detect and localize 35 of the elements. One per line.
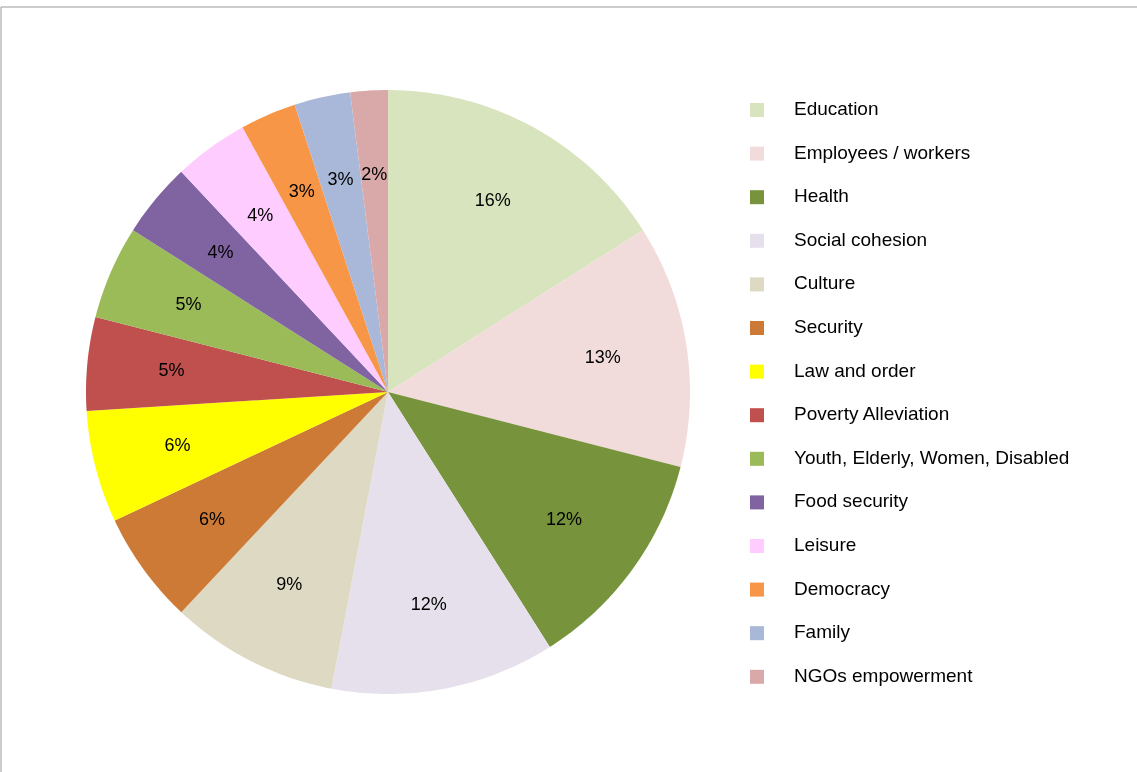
legend-label: Democracy [794,577,891,599]
data-label: 6% [164,434,191,455]
data-label: 4% [207,242,234,263]
legend-label: Leisure [794,534,857,556]
legend-label: NGOs empowerment [794,664,974,686]
pie-slice [114,392,388,613]
pie-slice [86,316,388,411]
data-label: 4% [247,204,274,225]
legend-label: Education [794,98,879,120]
legend-label: Law and order [794,359,917,381]
legend-label: Food security [794,490,909,512]
data-label: 13% [584,346,621,367]
legend-label: Employees / workers [794,141,971,163]
data-label: 12% [410,594,447,615]
data-label: 2% [361,163,388,184]
pie-slice [242,104,388,392]
data-label: 6% [199,508,226,529]
data-label: 9% [276,574,303,595]
pie-slice [388,392,681,647]
legend-label: Health [794,185,849,207]
data-label: 3% [288,181,315,202]
legend-label: Security [794,316,864,338]
legend-label: Culture [794,272,856,294]
legend-label: Poverty Alleviation [794,403,950,425]
data-label: 5% [158,360,185,381]
legend-label: Family [794,621,851,643]
legend-label: Youth, Elderly, Women, Disabled [794,446,1070,468]
pie-slice [388,230,690,468]
legend-label: Social cohesion [794,228,928,250]
data-label: 3% [327,168,354,189]
data-label: 5% [175,294,202,315]
pie-slice [388,90,643,392]
data-label: 12% [545,508,582,529]
pie-slice [95,230,388,392]
data-label: 16% [474,190,511,211]
